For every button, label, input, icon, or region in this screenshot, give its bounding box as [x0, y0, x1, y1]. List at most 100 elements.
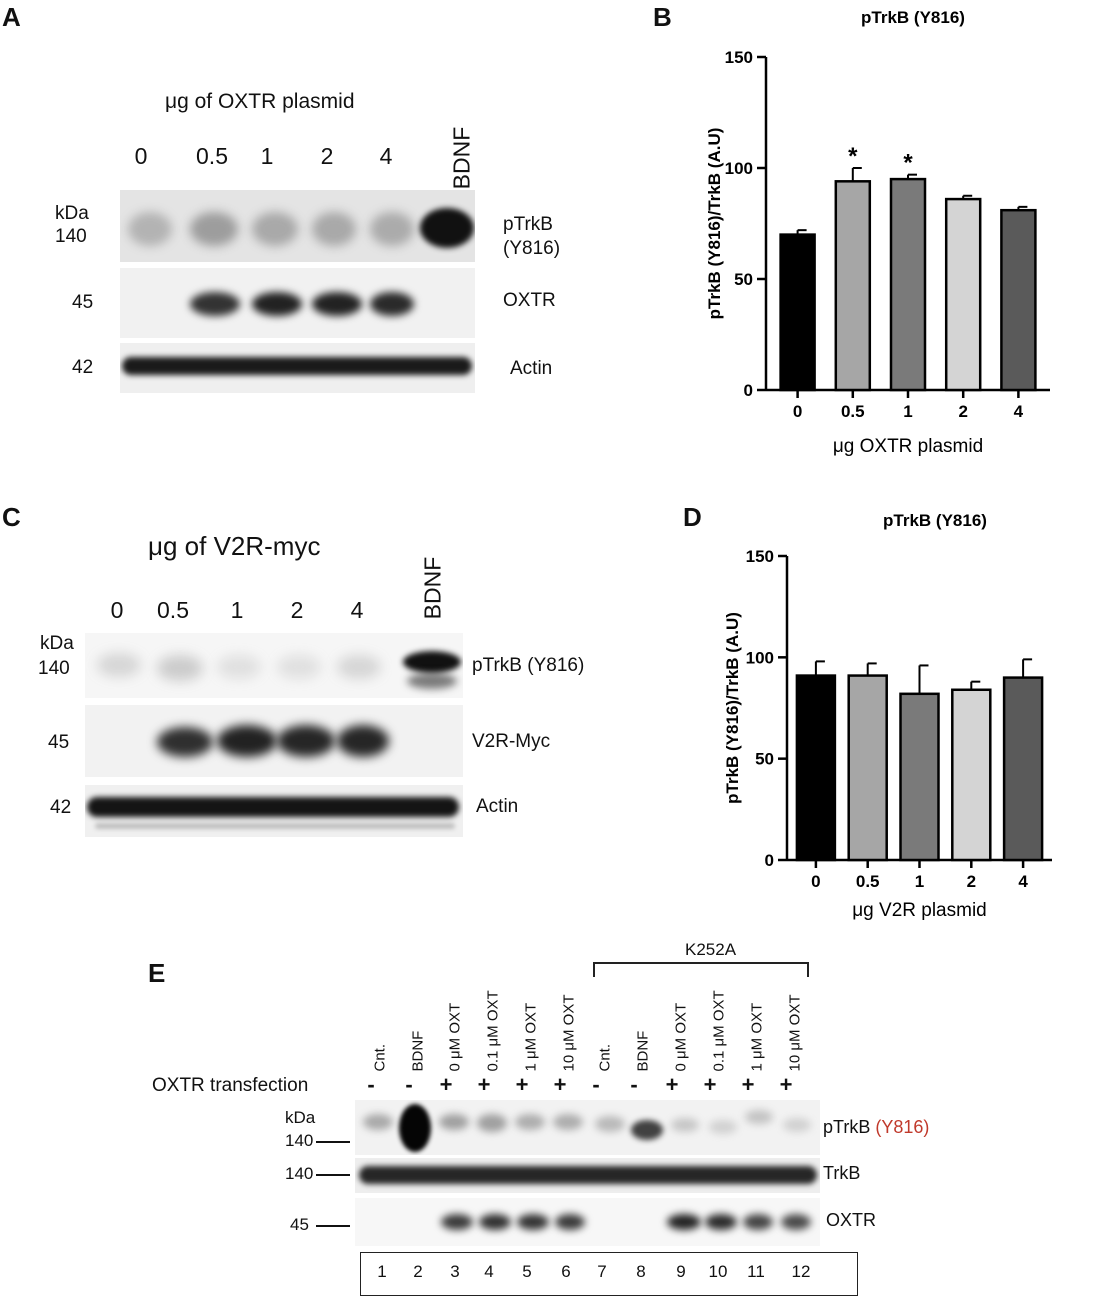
panel-c-kda-unit: kDa — [40, 633, 74, 654]
panel-a-kda-45: 45 — [72, 292, 94, 313]
panel-e-lane-number: 8 — [636, 1262, 646, 1281]
x-tick-label: 2 — [958, 402, 967, 421]
panel-e-kda-140-ptrkb: 140 — [285, 1131, 314, 1150]
panel-e-lane-name: 0 μM OXT — [672, 1002, 690, 1072]
bar — [951, 688, 992, 862]
panel-e-lane-sign: + — [439, 1072, 453, 1097]
panel-e-kda-140-trkb: 140 — [285, 1164, 314, 1183]
panel-c-label-ptrkb: pTrkB (Y816) — [472, 655, 585, 676]
panel-e-lane-number: 12 — [791, 1262, 811, 1281]
panel-e-lane-name: 1 μM OXT — [522, 1002, 540, 1072]
x-tick-label: 4 — [1018, 872, 1028, 891]
x-tick-label: 4 — [1014, 402, 1024, 421]
panel-a-blot-actin — [120, 343, 475, 393]
significance-mark: * — [903, 150, 913, 177]
panel-c-kda-45: 45 — [48, 732, 70, 753]
panel-e-kda-unit: kDa — [285, 1108, 316, 1127]
x-tick-label: 0.5 — [841, 402, 865, 421]
panel-a-lane-label: 2 — [320, 143, 334, 169]
panel-c-header: μg of V2R-myc — [148, 531, 321, 561]
panel-c-blot-v2r — [85, 705, 463, 777]
panel-c-lane-label: 4 — [350, 597, 364, 623]
panel-e-lane-number: 5 — [522, 1262, 532, 1281]
panel-c-blot-actin — [85, 785, 463, 837]
panel-a-lane-label: 1 — [260, 143, 274, 169]
panel-letter-d: D — [683, 502, 702, 532]
panel-e-lane-name: 10 μM OXT — [786, 994, 804, 1072]
panel-e-lane-name: Cnt. — [371, 1043, 389, 1072]
y-tick-label: 50 — [734, 270, 753, 289]
significance-mark: * — [848, 143, 858, 170]
panel-e-blot-oxtr — [355, 1198, 820, 1246]
bar — [779, 233, 816, 392]
panel-e-inhibitor-label: K252A — [685, 940, 737, 959]
panel-e-lane-name: 10 μM OXT — [560, 994, 578, 1072]
panel-e-lane-number: 11 — [747, 1262, 765, 1281]
panel-e-label-trkb: TrkB — [823, 1163, 861, 1183]
panel-a-kda-unit: kDa — [55, 203, 89, 224]
panel-a-lane-label-bdnf: BDNF — [448, 126, 475, 190]
panel-e-label-ptrkb-name: pTrkB — [823, 1117, 876, 1137]
y-axis-label: pTrkB (Y816)/TrkB (A.U) — [723, 612, 742, 804]
panel-c-lane-label: 0 — [110, 597, 124, 623]
panel-e-transfection-label: OXTR transfection — [152, 1075, 309, 1096]
panel-e-label-oxtr: OXTR — [826, 1210, 877, 1230]
panel-e-kda-45-oxtr: 45 — [290, 1215, 309, 1234]
bar — [889, 177, 927, 392]
y-tick-label: 0 — [765, 851, 774, 870]
bar — [899, 692, 940, 862]
y-tick-label: 100 — [725, 159, 753, 178]
y-axis-label: pTrkB (Y816)/TrkB (A.U) — [705, 128, 724, 320]
x-axis-label: μg OXTR plasmid — [833, 436, 983, 457]
panel-c-label-actin: Actin — [476, 796, 519, 817]
panel-e-lane-name: Cnt. — [596, 1043, 614, 1072]
panel-letter-e: E — [148, 958, 166, 988]
panel-a-kda-42: 42 — [72, 357, 94, 378]
panel-e-lane-name: 0.1 μM OXT — [710, 990, 728, 1072]
panel-c-lane-label-bdnf: BDNF — [419, 556, 446, 620]
chart-title: pTrkB (Y816) — [883, 511, 987, 530]
y-tick-label: 150 — [725, 48, 753, 67]
panel-e-lane-number-box — [360, 1252, 858, 1296]
x-tick-label: 0 — [793, 402, 802, 421]
panel-e-lane-name: 0 μM OXT — [446, 1002, 464, 1072]
panel-d-bar-chart: pTrkB (Y816) 0 50 100 150 pTrkB (Y816)/TrkB (… — [723, 511, 1052, 921]
y-tick-label: 50 — [755, 750, 774, 769]
bar — [847, 674, 888, 862]
chart-title: pTrkB (Y816) — [861, 8, 965, 27]
panel-e-lane-number: 10 — [708, 1262, 728, 1281]
panel-e-lane-name: BDNF — [634, 1030, 652, 1072]
x-axis-label: μg V2R plasmid — [852, 900, 987, 921]
panel-e-marker-140-ptrkb — [316, 1141, 350, 1143]
panel-e-lane-sign: + — [741, 1072, 755, 1097]
panel-b-bar-chart: pTrkB (Y816) 0 50 100 150 pTrkB (Y816)/TrkB (… — [705, 8, 1050, 457]
x-tick-label: 0 — [811, 872, 820, 891]
panel-e-lane-sign: + — [477, 1072, 491, 1097]
panel-e-inhibitor-bracket — [593, 962, 809, 977]
panel-a-header: μg of OXTR plasmid — [165, 90, 355, 113]
panel-c-lane-label: 2 — [290, 597, 304, 623]
panel-a-label-ptrkb-site: (Y816) — [503, 238, 561, 259]
panel-c-kda-140: 140 — [38, 658, 70, 679]
panel-e-marker-45-oxtr — [316, 1225, 350, 1227]
panel-e-lane-sign: - — [592, 1072, 600, 1097]
x-tick-label: 1 — [915, 872, 924, 891]
x-tick-label: 1 — [903, 402, 912, 421]
y-tick-label: 100 — [746, 648, 774, 667]
panel-e-lane-name: 0.1 μM OXT — [484, 990, 502, 1072]
panel-a-label-oxtr: OXTR — [503, 290, 556, 311]
bar — [795, 674, 837, 862]
bar — [1000, 208, 1037, 392]
panel-e-lane-number: 6 — [561, 1262, 571, 1281]
bar — [1002, 676, 1044, 862]
panel-e-lane-sign: - — [367, 1072, 375, 1097]
panel-letter-b: B — [653, 2, 672, 32]
panel-e-lane-sign: - — [405, 1072, 413, 1097]
panel-e-blot-ptrkb — [355, 1100, 820, 1155]
x-tick-label: 0.5 — [856, 872, 880, 891]
panel-letter-a: A — [2, 2, 21, 32]
panel-a-blot-oxtr — [120, 268, 475, 338]
panel-e-lane-sign: + — [665, 1072, 679, 1097]
panel-e-lane-number: 7 — [597, 1262, 607, 1281]
panel-e-lane-number: 2 — [413, 1262, 423, 1281]
